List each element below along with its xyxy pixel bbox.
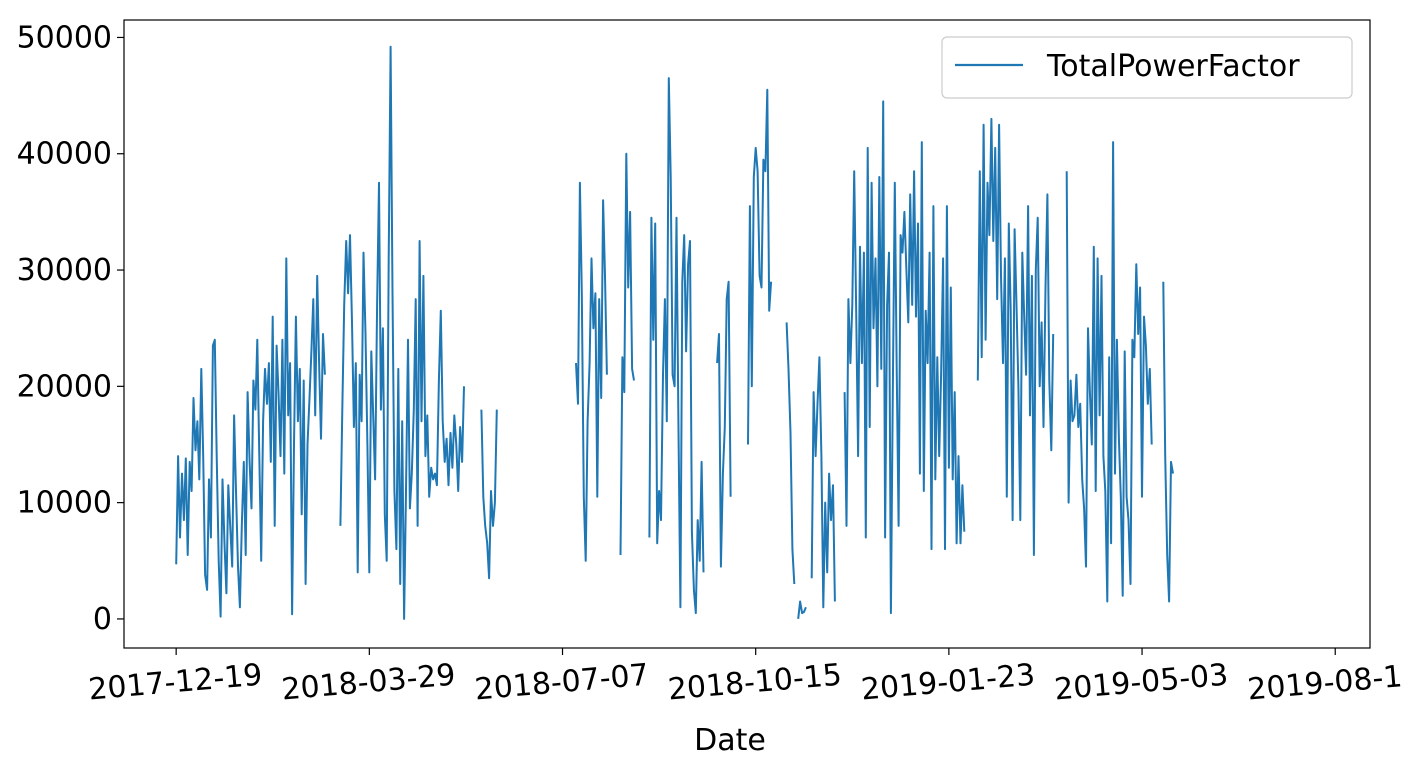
series-line-segment	[976, 117, 1055, 556]
series-line-segment	[843, 100, 966, 615]
x-axis: 2017-12-19 2018-03-29 2018-07-07 2018-10-15…	[87, 648, 1402, 708]
series-line-segment	[619, 152, 635, 556]
x-tick-label: 2019-08-11	[1246, 658, 1402, 708]
y-tick-label: 10000	[17, 486, 112, 521]
x-axis-title: Date	[694, 723, 766, 758]
series-line-segment	[797, 600, 807, 620]
series-line-segment	[575, 181, 608, 562]
legend-box	[941, 36, 1353, 99]
series-line-segment	[1162, 281, 1174, 603]
plot-frame	[123, 19, 1371, 649]
y-tick-label: 30000	[17, 253, 112, 288]
series-line-segment	[785, 322, 796, 585]
x-tick-label: 2019-05-03	[1053, 658, 1230, 708]
legend-label-totalpowerfactor: TotalPowerFactor	[1046, 49, 1300, 84]
y-tick-label: 50000	[17, 20, 112, 55]
plot-area	[175, 45, 1174, 620]
x-tick-label: 2017-12-19	[87, 658, 264, 708]
x-tick-label: 2018-10-15	[666, 658, 843, 708]
legend: TotalPowerFactor	[941, 36, 1353, 99]
series-line-segment	[480, 409, 498, 580]
y-axis: 0 10000 20000 30000 40000 50000	[17, 20, 124, 637]
series-line-segment	[810, 356, 836, 609]
y-tick-label: 0	[93, 602, 112, 637]
x-tick-label: 2018-07-07	[473, 658, 650, 708]
series-line-segment	[1065, 141, 1153, 603]
series-line-segment	[648, 77, 705, 615]
series-line-segment	[339, 45, 465, 620]
y-tick-label: 40000	[17, 137, 112, 172]
series-line-segment	[175, 257, 326, 618]
x-tick-label: 2019-01-23	[860, 658, 1037, 708]
y-tick-label: 20000	[17, 369, 112, 404]
x-tick-label: 2018-03-29	[280, 658, 457, 708]
series-line-segment	[747, 88, 773, 445]
series-line-segment	[716, 280, 732, 568]
